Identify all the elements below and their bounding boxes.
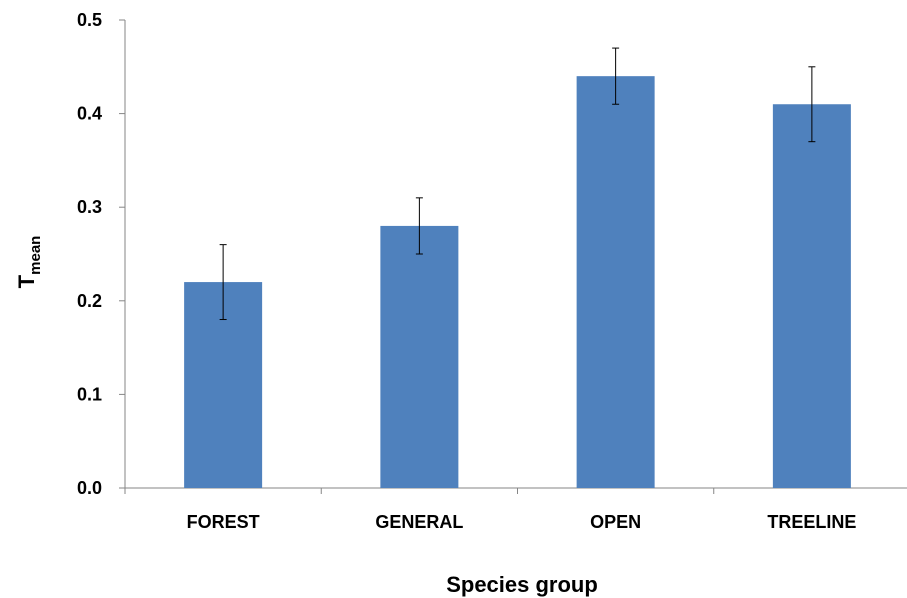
x-axis-title: Species group xyxy=(446,572,598,597)
x-tick-label-general: GENERAL xyxy=(375,512,463,532)
bar-treeline xyxy=(772,104,851,489)
error-bar-treeline xyxy=(808,66,816,143)
y-axis-title-main: T xyxy=(14,274,39,288)
bars xyxy=(184,76,851,489)
y-tick-label: 0.1 xyxy=(77,384,102,404)
error-bars xyxy=(219,47,816,321)
x-tick-label-open: OPEN xyxy=(590,512,641,532)
y-axis-title: Tmean xyxy=(14,236,44,289)
x-tick-label-treeline: TREELINE xyxy=(767,512,856,532)
y-tick-label: 0.2 xyxy=(77,291,102,311)
y-axis-title-subscript: mean xyxy=(27,236,44,275)
error-bar-open xyxy=(612,47,620,105)
y-tick-label: 0.4 xyxy=(77,104,102,124)
error-bar-general xyxy=(415,197,423,255)
error-bar-forest xyxy=(219,244,227,321)
bar-open xyxy=(576,76,655,488)
y-tick-label: 0.5 xyxy=(77,10,102,30)
bar-general xyxy=(380,225,459,489)
y-tick-label: 0.3 xyxy=(77,197,102,217)
y-tick-labels: 0.0 0.1 0.2 0.3 0.4 0.5 xyxy=(77,10,102,498)
x-tick-label-forest: FOREST xyxy=(187,512,260,532)
y-tick-label: 0.0 xyxy=(77,478,102,498)
x-tick-labels: FOREST GENERAL OPEN TREELINE xyxy=(187,512,857,532)
